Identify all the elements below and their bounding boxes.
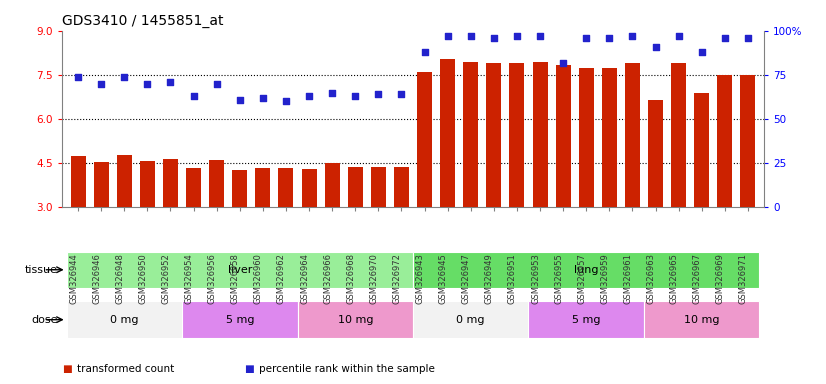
Bar: [297, 301, 413, 338]
Point: [510, 33, 524, 39]
Bar: [394, 167, 409, 207]
Point: [557, 60, 570, 66]
Bar: [232, 170, 247, 207]
Bar: [140, 161, 155, 207]
Bar: [371, 167, 386, 207]
Bar: [67, 252, 413, 288]
Bar: [510, 63, 525, 207]
Bar: [67, 301, 182, 338]
Bar: [255, 167, 270, 207]
Point: [603, 35, 616, 41]
Point: [395, 91, 408, 98]
Bar: [278, 167, 293, 207]
Point: [626, 33, 639, 39]
Point: [302, 93, 316, 99]
Point: [487, 35, 501, 41]
Point: [279, 98, 292, 104]
Bar: [413, 301, 529, 338]
Bar: [644, 301, 759, 338]
Bar: [529, 301, 644, 338]
Text: ■: ■: [62, 364, 72, 374]
Point: [534, 33, 547, 39]
Text: 10 mg: 10 mg: [338, 314, 373, 325]
Text: transformed count: transformed count: [77, 364, 174, 374]
Bar: [625, 63, 640, 207]
Bar: [602, 68, 617, 207]
Bar: [93, 162, 109, 207]
Point: [95, 81, 108, 87]
Text: ■: ■: [244, 364, 254, 374]
Point: [672, 33, 686, 39]
Text: percentile rank within the sample: percentile rank within the sample: [259, 364, 434, 374]
Bar: [301, 169, 316, 207]
Point: [718, 35, 731, 41]
Text: GDS3410 / 1455851_at: GDS3410 / 1455851_at: [62, 14, 224, 28]
Text: 5 mg: 5 mg: [225, 314, 254, 325]
Point: [349, 93, 362, 99]
Bar: [70, 156, 86, 207]
Bar: [325, 163, 339, 207]
Point: [140, 81, 154, 87]
Bar: [413, 252, 759, 288]
Bar: [163, 159, 178, 207]
Text: 0 mg: 0 mg: [457, 314, 485, 325]
Point: [187, 93, 200, 99]
Bar: [487, 63, 501, 207]
Text: dose: dose: [31, 314, 58, 325]
Point: [372, 91, 385, 98]
Point: [117, 74, 131, 80]
Text: 5 mg: 5 mg: [572, 314, 601, 325]
Point: [72, 74, 85, 80]
Bar: [116, 155, 132, 207]
Bar: [579, 68, 594, 207]
Bar: [440, 59, 455, 207]
Point: [325, 89, 339, 96]
Bar: [182, 301, 297, 338]
Point: [233, 96, 246, 103]
Point: [649, 43, 662, 50]
Bar: [348, 167, 363, 207]
Text: lung: lung: [574, 265, 599, 275]
Point: [441, 33, 454, 39]
Bar: [417, 72, 432, 207]
Bar: [694, 93, 710, 207]
Bar: [186, 167, 201, 207]
Point: [741, 35, 754, 41]
Bar: [556, 65, 571, 207]
Bar: [671, 63, 686, 207]
Bar: [717, 75, 733, 207]
Bar: [533, 61, 548, 207]
Text: 0 mg: 0 mg: [110, 314, 139, 325]
Text: 10 mg: 10 mg: [684, 314, 719, 325]
Bar: [648, 100, 663, 207]
Text: tissue: tissue: [25, 265, 58, 275]
Point: [210, 81, 223, 87]
Bar: [209, 160, 224, 207]
Point: [418, 49, 431, 55]
Point: [464, 33, 477, 39]
Point: [580, 35, 593, 41]
Point: [164, 79, 177, 85]
Bar: [463, 61, 478, 207]
Point: [695, 49, 709, 55]
Point: [256, 95, 269, 101]
Bar: [740, 75, 756, 207]
Text: liver: liver: [228, 265, 252, 275]
